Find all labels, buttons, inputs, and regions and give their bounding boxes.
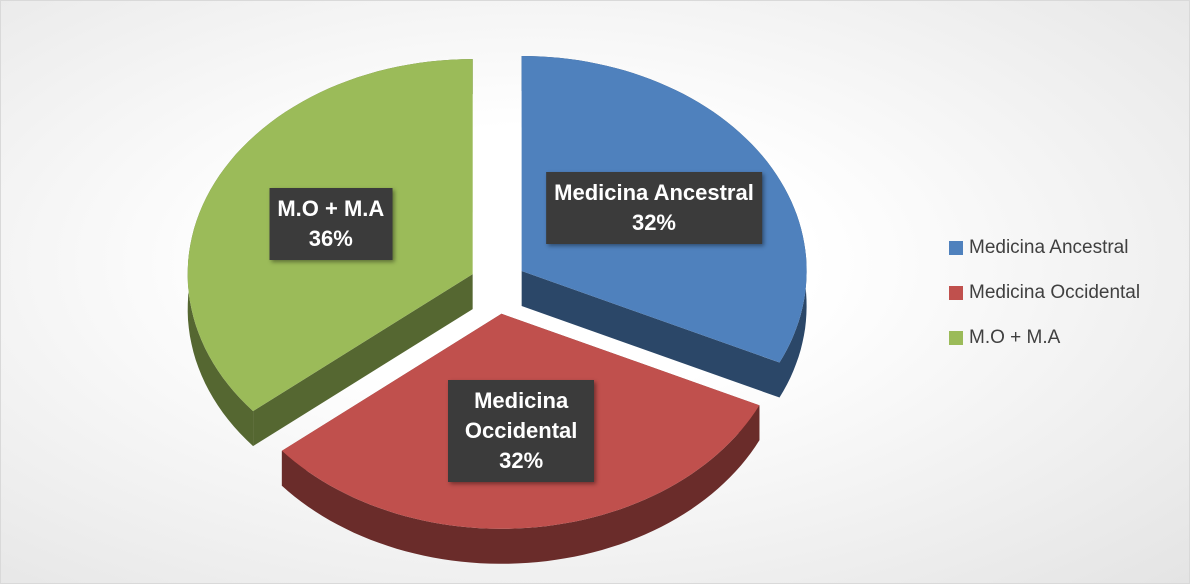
data-label-value: 36% [308, 225, 353, 251]
legend-swatch [949, 331, 963, 345]
data-label: Medicina Occidental 32% [448, 380, 595, 483]
legend-swatch [949, 241, 963, 255]
legend-label: Medicina Ancestral [969, 237, 1129, 258]
legend-label: Medicina Occidental [969, 282, 1141, 303]
data-label-value: 32% [499, 448, 544, 474]
data-label: M.O + M.A 36% [269, 187, 393, 260]
slice-side [281, 405, 760, 564]
legend-label: M.O + M.A [969, 327, 1061, 348]
legend-swatch [949, 286, 963, 300]
data-label-category: M.O + M.A [277, 195, 385, 221]
data-label: Medicina Ancestral 32% [546, 171, 762, 244]
data-label-category: Medicina Ancestral [554, 179, 754, 205]
legend-entry: Medicina Ancestral [949, 237, 1128, 259]
legend-entry: Medicina Occidental [949, 282, 1140, 304]
slice-edge [521, 270, 780, 398]
legend-entry: M.O + M.A [949, 327, 1060, 349]
data-label-category: Medicina Occidental [464, 388, 578, 444]
slice-edge [253, 274, 473, 447]
data-label-value: 32% [631, 209, 677, 235]
